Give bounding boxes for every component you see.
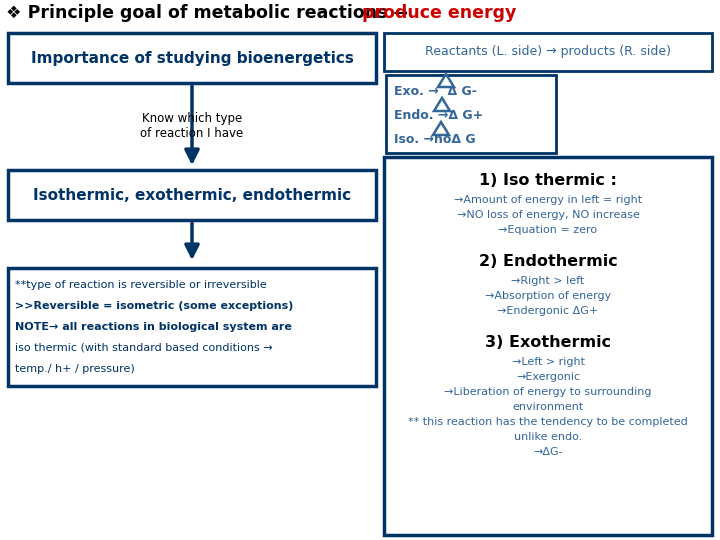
Text: →Absorption of energy: →Absorption of energy [485, 291, 611, 301]
Text: **type of reaction is reversible or irreversible: **type of reaction is reversible or irre… [15, 280, 266, 290]
Text: Endo. →Δ G+: Endo. →Δ G+ [394, 109, 483, 122]
Bar [386, 75, 556, 153]
Text: →Exergonic: →Exergonic [516, 372, 580, 382]
Text: →Amount of energy in left = right: →Amount of energy in left = right [454, 195, 642, 205]
Text: temp./ h+ / pressure): temp./ h+ / pressure) [15, 364, 135, 374]
Text: Iso. →noΔ G: Iso. →noΔ G [394, 133, 476, 146]
Text: 1) Iso thermic :: 1) Iso thermic : [479, 173, 617, 188]
Bar [8, 170, 376, 220]
Text: →ΔG-: →ΔG- [534, 447, 563, 457]
Bar [8, 268, 376, 386]
Text: →Left > right: →Left > right [511, 357, 585, 367]
Text: Exo. →  Δ G-: Exo. → Δ G- [394, 85, 477, 98]
Text: →Endergonic ΔG+: →Endergonic ΔG+ [498, 306, 598, 316]
Text: →Equation = zero: →Equation = zero [498, 225, 598, 235]
Text: Importance of studying bioenergetics: Importance of studying bioenergetics [30, 51, 354, 65]
Bar [8, 33, 376, 83]
Text: produce energy: produce energy [362, 4, 516, 22]
Text: →Liberation of energy to surrounding: →Liberation of energy to surrounding [444, 387, 652, 397]
Text: Know which type
of reaction I have: Know which type of reaction I have [140, 112, 243, 140]
Text: >>Reversible = isometric (some exceptions): >>Reversible = isometric (some exception… [15, 301, 293, 311]
Text: →Right > left: →Right > left [511, 276, 585, 286]
Text: Reactants (L. side) → products (R. side): Reactants (L. side) → products (R. side) [425, 45, 671, 58]
Text: Isothermic, exothermic, endothermic: Isothermic, exothermic, endothermic [33, 187, 351, 202]
Text: →NO loss of energy, NO increase: →NO loss of energy, NO increase [456, 210, 639, 220]
Text: ** this reaction has the tendency to be completed: ** this reaction has the tendency to be … [408, 417, 688, 427]
Text: ❖ Principle goal of metabolic reactions →: ❖ Principle goal of metabolic reactions … [6, 4, 414, 22]
Bar [384, 157, 712, 535]
Text: 3) Exothermic: 3) Exothermic [485, 335, 611, 350]
Text: iso thermic (with standard based conditions →: iso thermic (with standard based conditi… [15, 343, 273, 353]
Text: unlike endo.: unlike endo. [514, 432, 582, 442]
Text: NOTE→ all reactions in biological system are: NOTE→ all reactions in biological system… [15, 322, 292, 332]
Text: 2) Endothermic: 2) Endothermic [479, 254, 617, 269]
Text: environment: environment [513, 402, 584, 412]
Bar [384, 33, 712, 71]
